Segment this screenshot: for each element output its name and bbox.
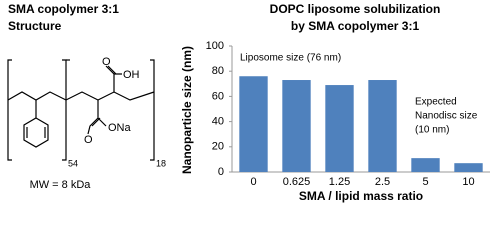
atom-label: OH	[123, 69, 140, 81]
atom-label: O	[84, 134, 93, 146]
structure-title: Structure	[8, 19, 62, 33]
x-tick-label: 1.25	[329, 176, 350, 188]
bar	[454, 163, 483, 172]
y-tick-label: 60	[212, 90, 224, 102]
bar	[411, 158, 440, 172]
x-tick-label: 2.5	[375, 176, 390, 188]
y-tick-label: 20	[212, 141, 224, 153]
subscript: 54	[68, 158, 78, 168]
y-axis-label: Nanoparticle size (nm)	[180, 46, 194, 174]
x-tick-label: 0	[250, 176, 256, 188]
y-tick-label: 100	[206, 40, 224, 52]
annotation: Nanodisc size	[415, 111, 478, 122]
bar	[368, 80, 397, 172]
figure: SMA copolymer 3:1 Structure O OH O ONa 5…	[7, 2, 490, 203]
annotation: Expected	[415, 97, 457, 108]
annotation: Liposome size (76 nm)	[240, 53, 341, 64]
x-tick-label: 5	[422, 176, 428, 188]
annotation: (10 nm)	[415, 125, 449, 136]
x-axis-label: SMA / lipid mass ratio	[299, 189, 423, 203]
structure-drawing	[7, 59, 155, 161]
atom-label: ONa	[108, 122, 132, 134]
bar	[325, 85, 354, 172]
y-tick-label: 40	[212, 116, 224, 128]
bar	[239, 76, 268, 172]
y-tick-label: 80	[212, 65, 224, 77]
chart-title: DOPC liposome solubilization	[270, 2, 441, 16]
y-tick-label: 0	[218, 166, 224, 178]
chart-title: by SMA copolymer 3:1	[291, 19, 420, 33]
bar	[282, 80, 311, 172]
atom-label: O	[102, 56, 111, 68]
molecular-weight: MW = 8 kDa	[30, 179, 92, 191]
x-tick-label: 10	[462, 176, 474, 188]
structure-title: SMA copolymer 3:1	[8, 2, 119, 16]
subscript: 18	[156, 158, 166, 168]
x-tick-label: 0.625	[283, 176, 311, 188]
